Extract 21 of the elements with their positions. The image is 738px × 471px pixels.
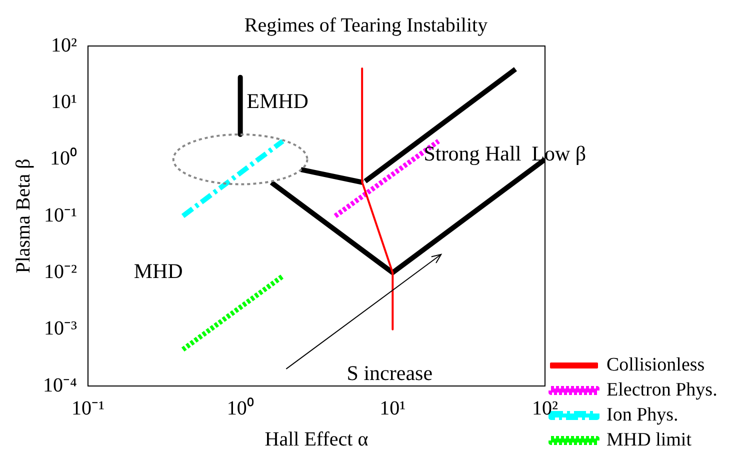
annotation: S increase xyxy=(346,360,433,385)
annotation: EMHD xyxy=(246,89,308,114)
legend-label: Collisionless xyxy=(606,354,705,376)
chart-title: Regimes of Tearing Instability xyxy=(244,14,488,36)
x-tick-label: 10¹ xyxy=(380,397,406,420)
x-tick-label: 10⁻¹ xyxy=(71,397,104,420)
y-tick-label: 10⁻⁴ xyxy=(42,374,77,396)
y-axis-title: Plasma Beta β xyxy=(12,158,34,274)
y-tick-label: 10⁻¹ xyxy=(44,204,77,226)
y-tick-label: 10⁻² xyxy=(44,260,77,283)
x-tick-label: 10⁰ xyxy=(226,396,254,420)
legend-label: MHD limit xyxy=(606,429,692,450)
y-tick-label: 10⁰ xyxy=(50,146,77,170)
legend-label: Electron Phys. xyxy=(606,379,718,400)
annotation: MHD xyxy=(134,259,183,284)
y-tick-label: 10² xyxy=(50,34,77,56)
y-tick-label: 10⁻³ xyxy=(44,318,77,340)
x-tick-label: 10² xyxy=(532,397,558,420)
legend-label: Ion Phys. xyxy=(606,404,678,426)
y-tick-label: 10¹ xyxy=(50,90,77,113)
x-axis-title: Hall Effect α xyxy=(264,428,369,450)
